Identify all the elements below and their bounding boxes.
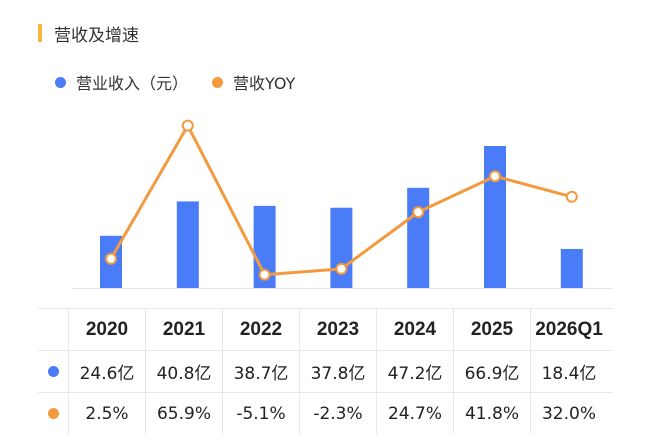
legend-item-revenue: 营业收入（元）	[55, 70, 188, 94]
table-header-cell: 2020	[69, 309, 146, 350]
table-cell: 2.5%	[69, 393, 146, 434]
table-cell: -5.1%	[223, 393, 300, 434]
table-row-yoy: 2.5% 65.9% -5.1% -2.3% 24.7% 41.8% 32.0%	[38, 393, 613, 434]
bar-2024	[407, 187, 430, 288]
row-dot-revenue	[47, 366, 59, 377]
table-cell: 41.8%	[454, 393, 531, 434]
table-cell: 18.4亿	[541, 364, 597, 384]
bar-2022	[253, 205, 276, 288]
table-cell: 24.6亿	[69, 351, 146, 392]
table-header-cell: 2026Q1	[535, 318, 603, 340]
legend-dot-revenue	[55, 76, 66, 88]
table-cell: 65.9%	[146, 393, 223, 434]
bar-2021	[176, 201, 199, 288]
table-cell: 66.9亿	[454, 351, 531, 392]
table-header-cell: 2025	[454, 309, 531, 350]
chart-title-group: 营收及增速	[38, 22, 139, 46]
table-header-cell: 2023	[300, 309, 377, 350]
yoy-point-2024	[412, 206, 425, 219]
row-marker-cell	[38, 393, 69, 434]
bar-2023	[330, 207, 353, 288]
table-cell: 32.0%	[541, 403, 596, 424]
yoy-point-2026Q1	[565, 190, 578, 203]
table-header-cell: 2022	[223, 309, 300, 350]
table-row-revenue: 24.6亿 40.8亿 38.7亿 37.8亿 47.2亿 66.9亿 18.4…	[38, 351, 613, 393]
yoy-point-2020	[105, 252, 117, 265]
data-table: 2020 2021 2022 2023 2024 2025 2026Q1 24.…	[38, 308, 613, 434]
title-accent-bar	[38, 24, 42, 42]
legend-item-yoy: 营收YOY	[212, 70, 295, 94]
table-cell: 38.7亿	[223, 351, 300, 392]
yoy-point-2023	[335, 262, 348, 275]
bar-2025	[484, 146, 506, 288]
chart-title: 营收及增速	[54, 25, 139, 46]
table-cell: -2.3%	[300, 393, 377, 434]
yoy-point-2021	[181, 119, 194, 132]
table-cell: 47.2亿	[377, 351, 454, 392]
legend-label-revenue: 营业收入（元）	[76, 74, 189, 93]
table-header-cell: 2021	[146, 309, 223, 350]
legend: 营业收入（元） 营收YOY	[55, 70, 319, 94]
table-cell: 37.8亿	[300, 351, 377, 392]
row-dot-yoy	[47, 408, 59, 419]
row-marker-cell	[38, 351, 69, 392]
chart-plot	[72, 119, 612, 289]
legend-dot-yoy	[212, 76, 224, 88]
table-header-cell: 2024	[377, 309, 454, 350]
table-cell: 24.7%	[377, 393, 454, 434]
yoy-point-2022	[258, 268, 271, 281]
table-header-row: 2020 2021 2022 2023 2024 2025 2026Q1	[38, 309, 613, 351]
table-cell: 40.8亿	[146, 351, 223, 392]
table-corner-cell	[38, 309, 69, 350]
bar-2026Q1	[560, 248, 583, 288]
yoy-point-2025	[489, 170, 501, 183]
legend-label-yoy: 营收YOY	[233, 74, 296, 93]
